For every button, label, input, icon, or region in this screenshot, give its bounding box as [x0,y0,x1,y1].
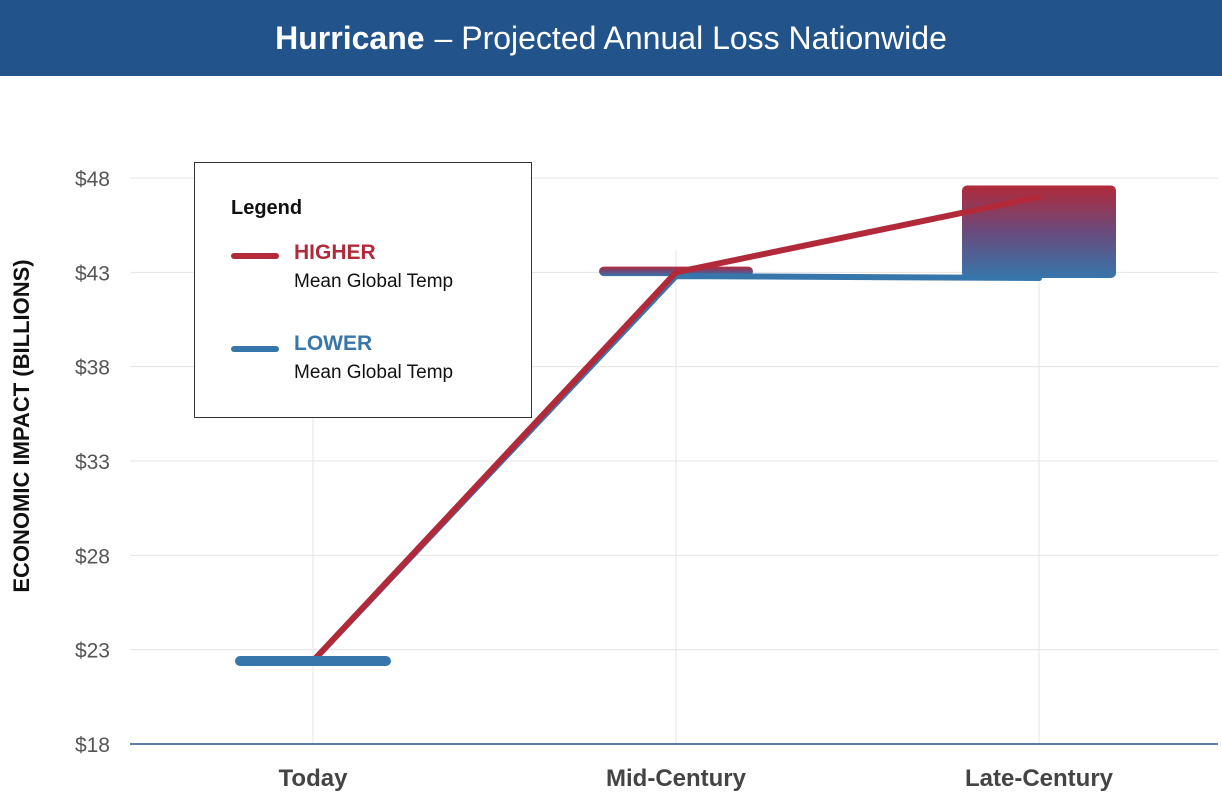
x-tick-label: Today [279,765,349,792]
y-tick-label: $33 [75,451,110,474]
data-point-lower [1036,274,1042,281]
range-box [962,185,1116,278]
legend-desc-lower: Mean Global Temp [294,362,454,383]
y-tick-label: $38 [75,357,110,380]
y-tick-label: $23 [75,640,110,663]
legend-label-lower: LOWER [294,332,373,355]
legend-title: Legend [231,197,303,219]
legend-label-higher: HIGHER [294,241,376,264]
x-tick-label: Late-Century [965,765,1114,792]
legend: Legend HIGHER Mean Global Temp LOWER Mea… [194,162,532,418]
chart-title-rest: – Projected Annual Loss Nationwide [434,19,947,56]
y-tick-label: $18 [75,734,110,757]
chart-title-bold: Hurricane [275,19,425,56]
y-tick-label: $48 [75,168,110,191]
data-point-higher [673,269,679,276]
y-tick-label: $28 [75,545,110,568]
y-axis-label: ECONOMIC IMPACT (BILLIONS) [9,259,34,593]
data-point-higher [1036,193,1042,200]
legend-swatch-lower [231,346,279,352]
legend-swatch-higher [231,253,279,259]
chart-title: Hurricane – Projected Annual Loss Nation… [0,0,1222,76]
y-tick-label: $43 [75,262,110,285]
x-tick-label: Mid-Century [606,765,747,792]
legend-desc-higher: Mean Global Temp [294,271,454,292]
